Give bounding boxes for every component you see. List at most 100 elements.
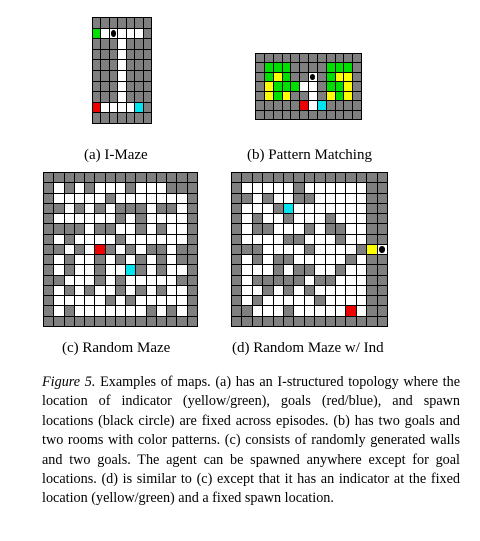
floor-cell [335, 296, 346, 306]
wall-cell [283, 285, 294, 296]
floor-cell [263, 306, 273, 316]
wall-cell [377, 193, 387, 203]
floor-cell [346, 203, 356, 214]
wall-cell [283, 306, 294, 316]
yellow-indicator-cell [344, 91, 353, 101]
wall-cell [294, 275, 304, 285]
wall-cell [273, 101, 282, 110]
green-indicator-cell [335, 91, 344, 101]
figure-number: Figure 5. [42, 374, 96, 390]
floor-cell [177, 224, 187, 234]
floor-cell [136, 244, 146, 255]
wall-cell [143, 92, 151, 102]
wall-cell [143, 49, 151, 60]
wall-cell [93, 39, 101, 49]
floor-cell [263, 265, 273, 275]
wall-cell [177, 316, 187, 326]
floor-cell [273, 296, 283, 306]
wall-cell [304, 173, 315, 183]
wall-cell [93, 81, 101, 92]
wall-cell [232, 173, 242, 183]
wall-cell [242, 244, 252, 255]
floor-cell [118, 81, 126, 92]
wall-cell [252, 244, 263, 255]
floor-cell [356, 265, 367, 275]
wall-cell [64, 316, 74, 326]
floor-cell [74, 193, 85, 203]
floor-cell [167, 285, 177, 296]
wall-cell [232, 306, 242, 316]
wall-cell [273, 203, 283, 214]
green-indicator-cell [273, 63, 282, 72]
wall-cell [283, 255, 294, 265]
wall-cell [126, 244, 136, 255]
wall-cell [326, 110, 335, 119]
floor-cell [115, 224, 126, 234]
wall-cell [143, 60, 151, 70]
wall-cell [367, 193, 377, 203]
wall-cell [101, 49, 109, 60]
floor-cell [346, 244, 356, 255]
wall-cell [252, 255, 263, 265]
floor-cell [115, 296, 126, 306]
wall-cell [85, 183, 95, 193]
floor-cell [118, 71, 126, 81]
floor-cell [74, 296, 85, 306]
floor-cell [167, 234, 177, 244]
wall-cell [44, 193, 54, 203]
wall-cell [346, 173, 356, 183]
wall-cell [377, 173, 387, 183]
wall-cell [256, 82, 264, 91]
wall-cell [109, 71, 118, 81]
floor-cell [300, 82, 308, 91]
floor-cell [95, 306, 105, 316]
wall-cell [335, 265, 346, 275]
wall-cell [64, 224, 74, 234]
floor-cell [356, 224, 367, 234]
floor-cell [105, 183, 115, 193]
floor-cell [283, 244, 294, 255]
floor-cell [325, 296, 335, 306]
floor-cell [85, 255, 95, 265]
floor-cell [146, 285, 156, 296]
wall-cell [44, 183, 54, 193]
floor-cell [54, 285, 64, 296]
wall-cell [367, 306, 377, 316]
floor-cell [136, 193, 146, 203]
floor-cell [64, 203, 74, 214]
wall-cell [177, 275, 187, 285]
floor-cell [118, 28, 126, 39]
wall-cell [294, 234, 304, 244]
wall-cell [353, 72, 361, 82]
wall-cell [294, 265, 304, 275]
wall-cell [101, 39, 109, 49]
floor-cell [85, 306, 95, 316]
wall-cell [101, 92, 109, 102]
wall-cell [326, 101, 335, 110]
floor-cell [304, 214, 315, 224]
wall-cell [335, 173, 346, 183]
figure-caption: Figure 5. Examples of maps. (a) has an I… [42, 373, 460, 509]
floor-cell [136, 275, 146, 285]
floor-cell [126, 275, 136, 285]
wall-cell [109, 113, 118, 123]
wall-cell [252, 316, 263, 326]
floor-cell [346, 285, 356, 296]
wall-cell [101, 71, 109, 81]
blue-goal-cell [126, 265, 136, 275]
wall-cell [74, 244, 85, 255]
wall-cell [291, 91, 300, 101]
wall-cell [315, 173, 325, 183]
wall-cell [109, 92, 118, 102]
wall-cell [74, 203, 85, 214]
wall-cell [167, 306, 177, 316]
wall-cell [126, 316, 136, 326]
wall-cell [317, 72, 326, 82]
floor-cell [105, 285, 115, 296]
wall-cell [256, 91, 264, 101]
wall-cell [44, 244, 54, 255]
wall-cell [377, 306, 387, 316]
floor-cell [325, 265, 335, 275]
wall-cell [167, 173, 177, 183]
wall-cell [126, 296, 136, 306]
